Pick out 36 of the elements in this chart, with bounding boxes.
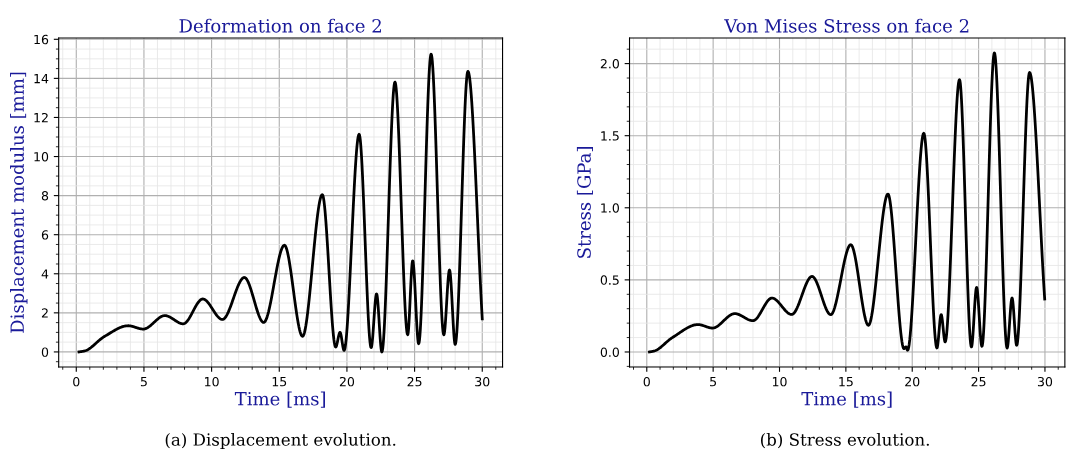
x-tick-label: 30 — [475, 376, 490, 387]
y-tick-label: 2.0 — [600, 59, 619, 69]
chart-title: Deformation on face 2 — [179, 18, 381, 33]
y-tick-label: 4 — [41, 269, 49, 279]
y-axis-title: Stress [GPa] — [576, 147, 593, 258]
x-axis-title: Time [ms] — [234, 391, 325, 408]
y-tick-label: 1.5 — [601, 131, 619, 141]
y-tick-label: 16 — [34, 34, 49, 45]
y-tick-label: 12 — [34, 112, 48, 123]
text: (b) Stress evolution. — [760, 432, 929, 449]
y-tick-label: 0.5 — [600, 275, 619, 285]
y-tick-label: 10 — [34, 152, 49, 162]
x-tick-label: 5 — [710, 377, 717, 387]
y-tick-label: 0 — [41, 347, 49, 357]
x-tick-label: 10 — [205, 376, 219, 387]
x-tick-label: 10 — [772, 376, 787, 387]
x-tick-label: 0 — [73, 376, 80, 387]
y-tick-label: 6 — [41, 230, 49, 240]
x-tick-label: 25 — [971, 376, 986, 387]
x-tick-label: 20 — [339, 376, 355, 387]
x-tick-label: 20 — [905, 376, 920, 387]
chart-title: Von Mises Stress on face 2 — [724, 18, 969, 33]
x-axis-title: Time [ms] — [801, 391, 892, 408]
y-tick-label: 8 — [41, 191, 49, 201]
x-tick-label: 15 — [272, 377, 287, 387]
x-tick-label: 15 — [839, 377, 853, 387]
y-tick-label: 14 — [34, 74, 49, 84]
x-tick-label: 5 — [140, 377, 147, 387]
x-tick-label: 30 — [1037, 376, 1053, 387]
y-axis-title: Displacement modulus [mm] — [10, 72, 28, 333]
y-tick-label: 2 — [41, 308, 48, 318]
y-tick-label: 1.0 — [601, 203, 619, 213]
y-tick-label: 0.0 — [600, 347, 619, 357]
x-tick-label: 25 — [407, 376, 422, 387]
text: (a) Displacement evolution. — [165, 432, 396, 450]
x-tick-label: 0 — [643, 376, 650, 387]
